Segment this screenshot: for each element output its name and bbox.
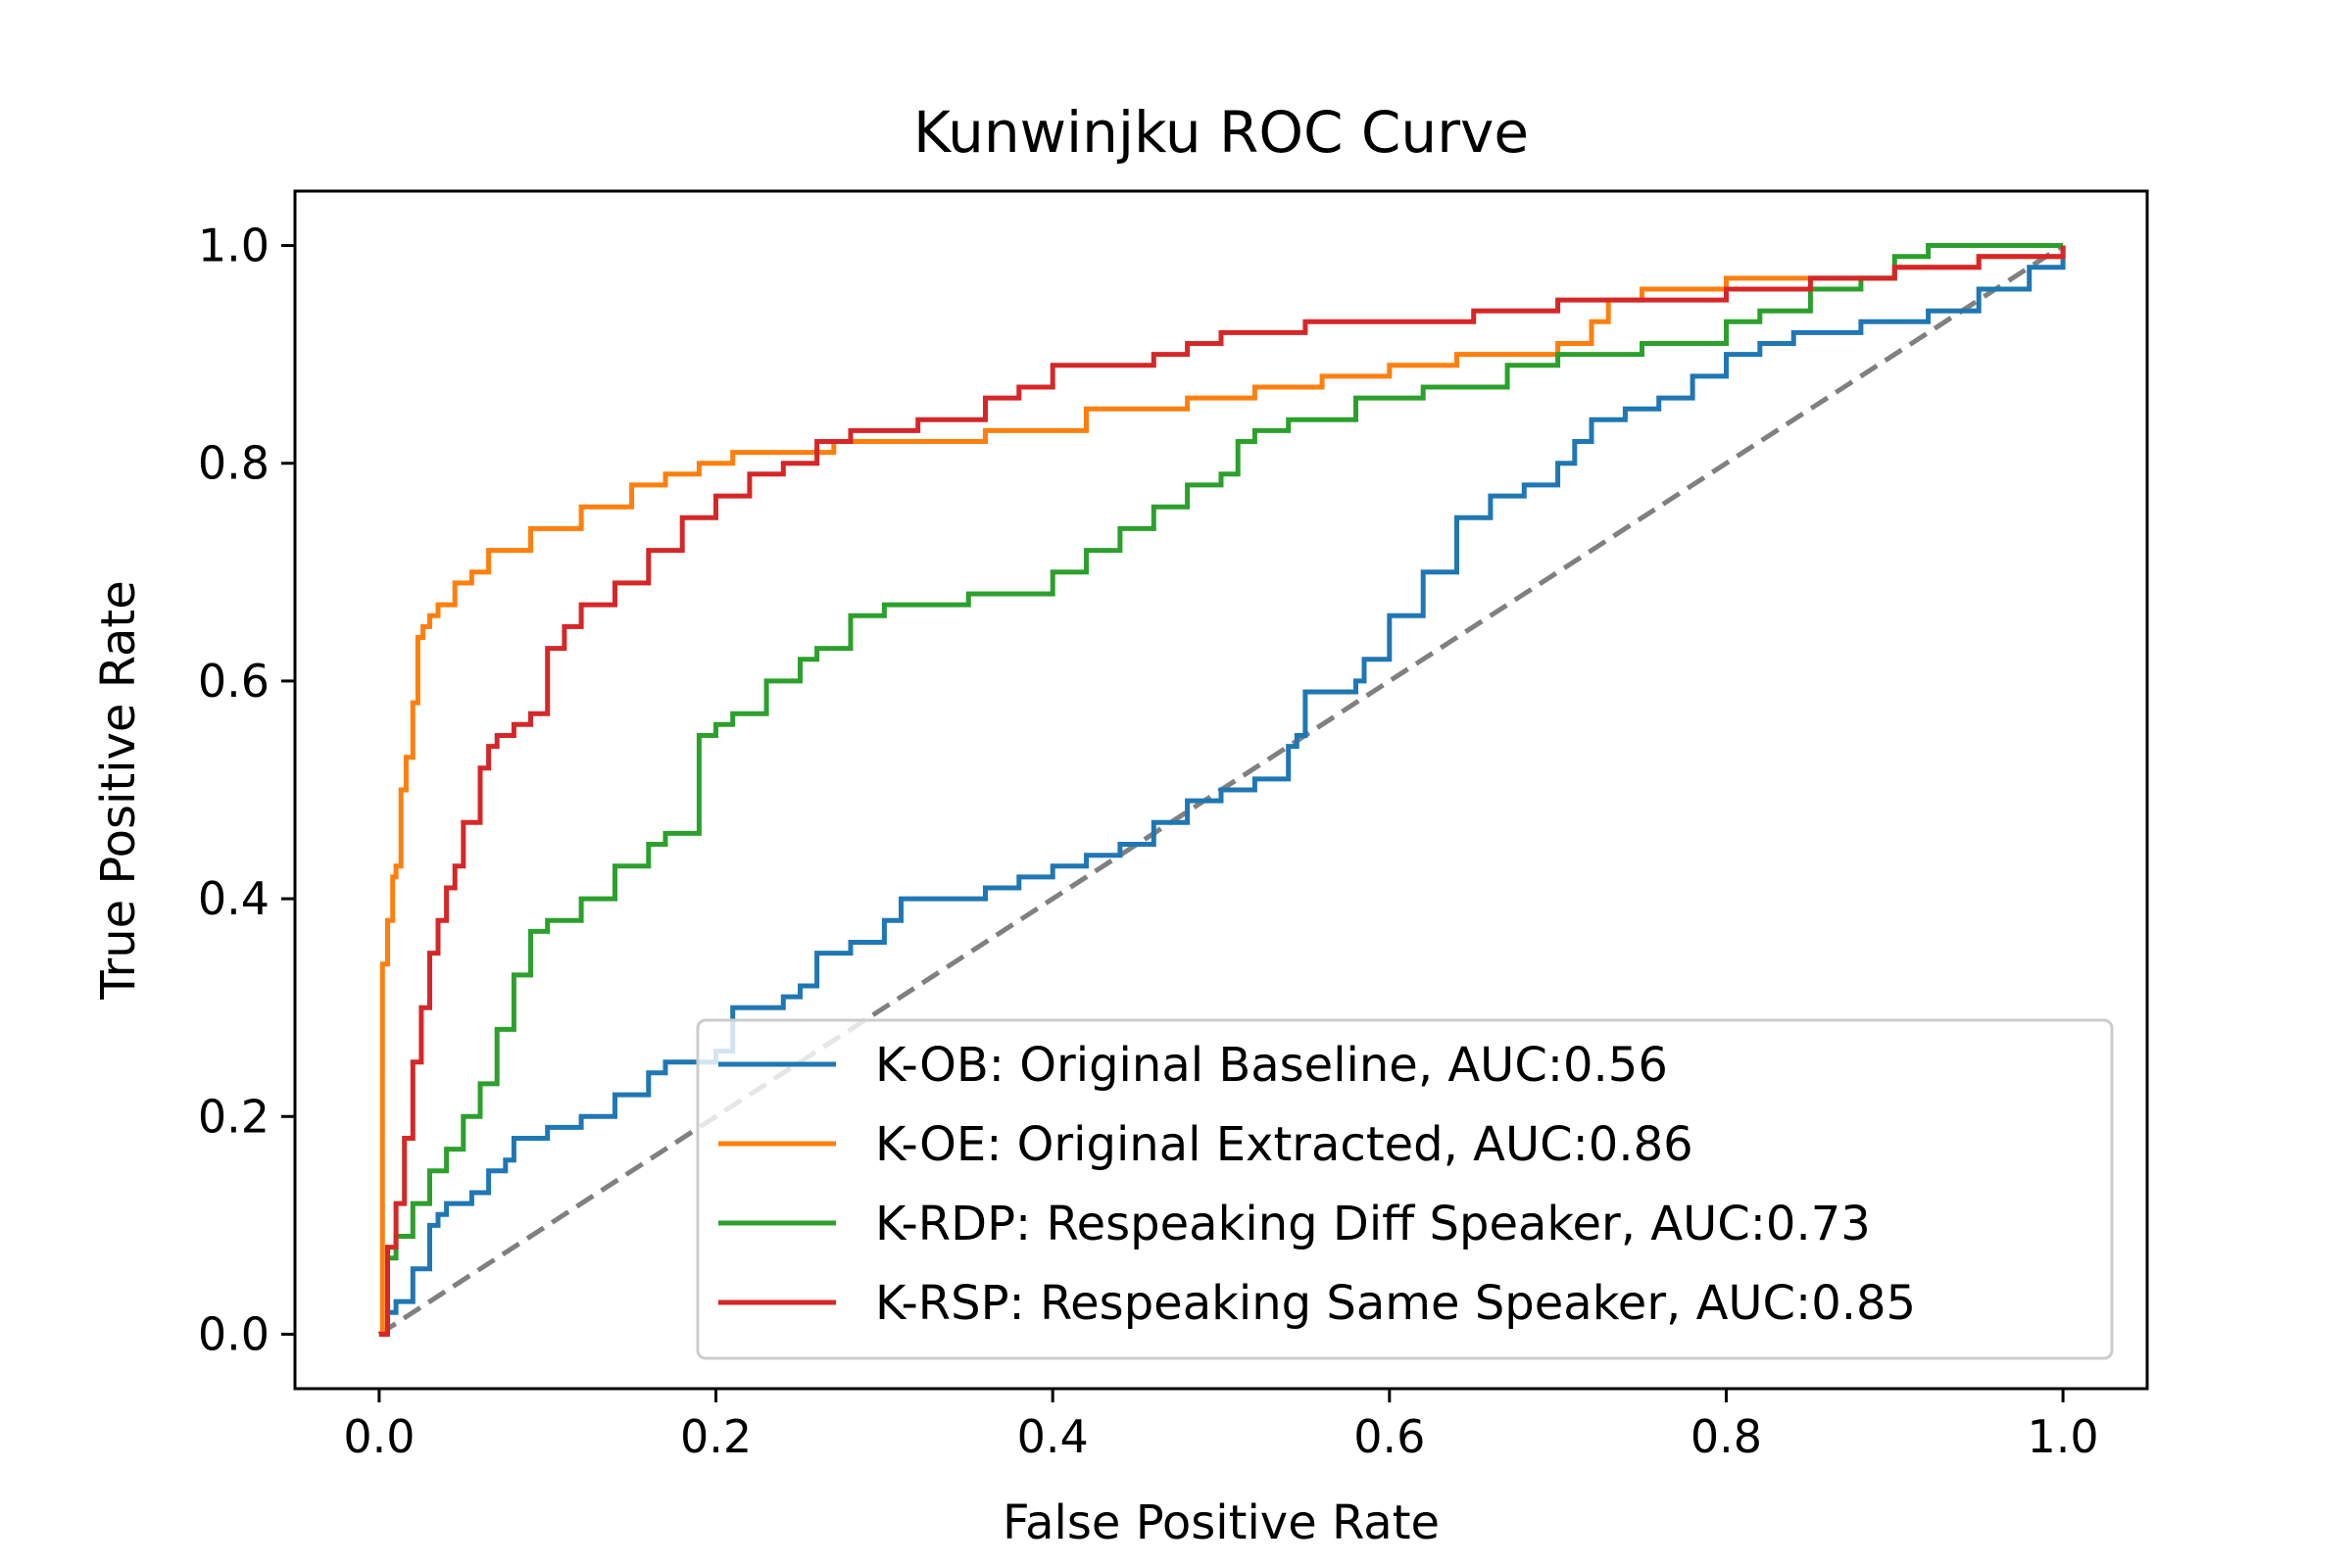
x-tick-label: 0.0 [343,1410,415,1463]
y-axis-label: True Positive Rate [91,580,146,1001]
series-line-0 [378,245,2066,1337]
y-tick-label: 0.8 [198,437,270,490]
x-tick-label: 0.8 [1690,1410,1762,1463]
y-tick-label: 0.2 [198,1090,270,1143]
x-tick-label: 0.2 [680,1410,752,1463]
series-line-3 [378,245,2066,1337]
series-line-1 [378,245,2066,1337]
series-line-2 [378,243,2064,1337]
x-tick-label: 0.4 [1017,1410,1089,1463]
legend-label-2: K-RDP: Respeaking Diff Speaker, AUC:0.73 [875,1197,1871,1251]
x-tick-label: 1.0 [2028,1410,2099,1463]
legend-label-3: K-RSP: Respeaking Same Speaker, AUC:0.85 [875,1276,1916,1331]
legend-label-0: K-OB: Original Baseline, AUC:0.56 [875,1038,1668,1093]
y-tick-label: 0.0 [198,1307,270,1360]
axis-ticks: 0.0 0.2 0.4 0.6 0.8 1.0 0.0 0.2 0.4 0.6 0.8 1.0 [198,220,2099,1463]
legend: K-OB: Original Baseline, AUC:0.56 K-OE: O… [696,1018,2114,1360]
plot-area [377,243,2066,1337]
plot-frame [293,189,2149,1391]
legend-box [696,1018,2114,1360]
y-tick-label: 1.0 [198,220,270,272]
legend-label-1: K-OE: Original Extracted, AUC:0.86 [875,1117,1693,1172]
y-tick-label: 0.6 [198,655,270,708]
x-axis-label: False Positive Rate [1003,1495,1440,1550]
x-tick-label: 0.6 [1353,1410,1425,1463]
chart-title: Kunwinjku ROC Curve [913,99,1529,166]
y-tick-label: 0.4 [198,872,270,925]
